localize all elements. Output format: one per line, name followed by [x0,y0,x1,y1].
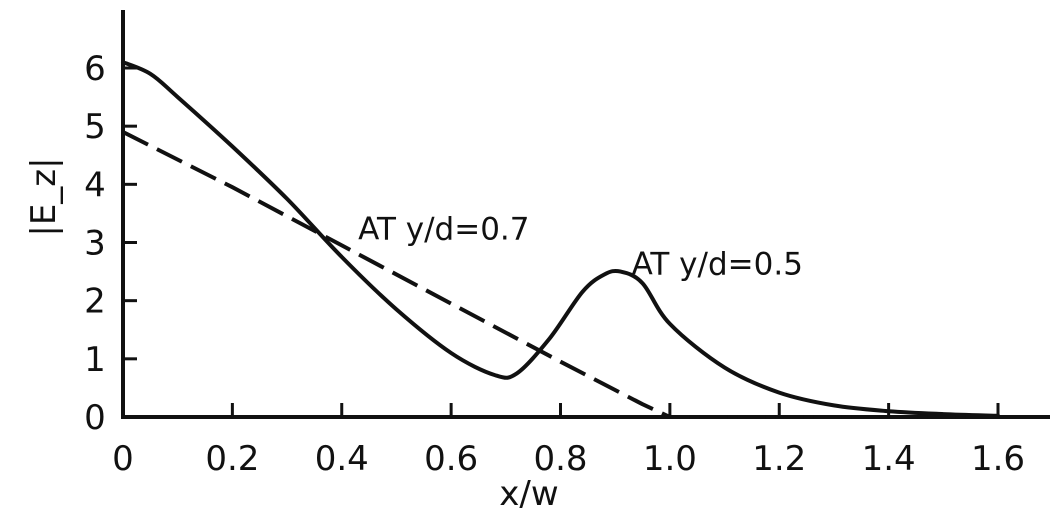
annotation-label-1: AT y/d=0.7 [358,212,529,248]
x-tick-label-1-0: 1.0 [643,439,697,479]
x-axis-label: x/w [499,474,558,510]
y-tick-label-5: 5 [84,107,106,147]
x-tick-label-1-6: 1.6 [971,439,1025,479]
y-tick-label-1: 1 [84,340,106,380]
x-tick-label-0-4: 0.4 [315,439,369,479]
y-axis-label: |E_z| [24,157,64,236]
x-tick-label-0-2: 0.2 [205,439,259,479]
series-line-y-d-0-5 [121,60,1000,418]
series-line-y-d-0-7 [122,130,998,419]
annotation-label-2: AT y/d=0.5 [632,246,803,282]
x-tick-label-0-8: 0.8 [533,439,587,479]
x-tick-label-0: 0 [112,439,134,479]
y-tick-label-2: 2 [84,282,106,322]
x-tick-label-1-4: 1.4 [862,439,916,479]
x-tick-label-1-2: 1.2 [752,439,806,479]
y-tick-label-3: 3 [84,224,106,264]
x-tick-label-0-6: 0.6 [424,439,478,479]
y-tick-label-6: 6 [84,49,106,89]
y-tick-label-0: 0 [84,398,106,438]
y-tick-label-4: 4 [84,165,106,205]
